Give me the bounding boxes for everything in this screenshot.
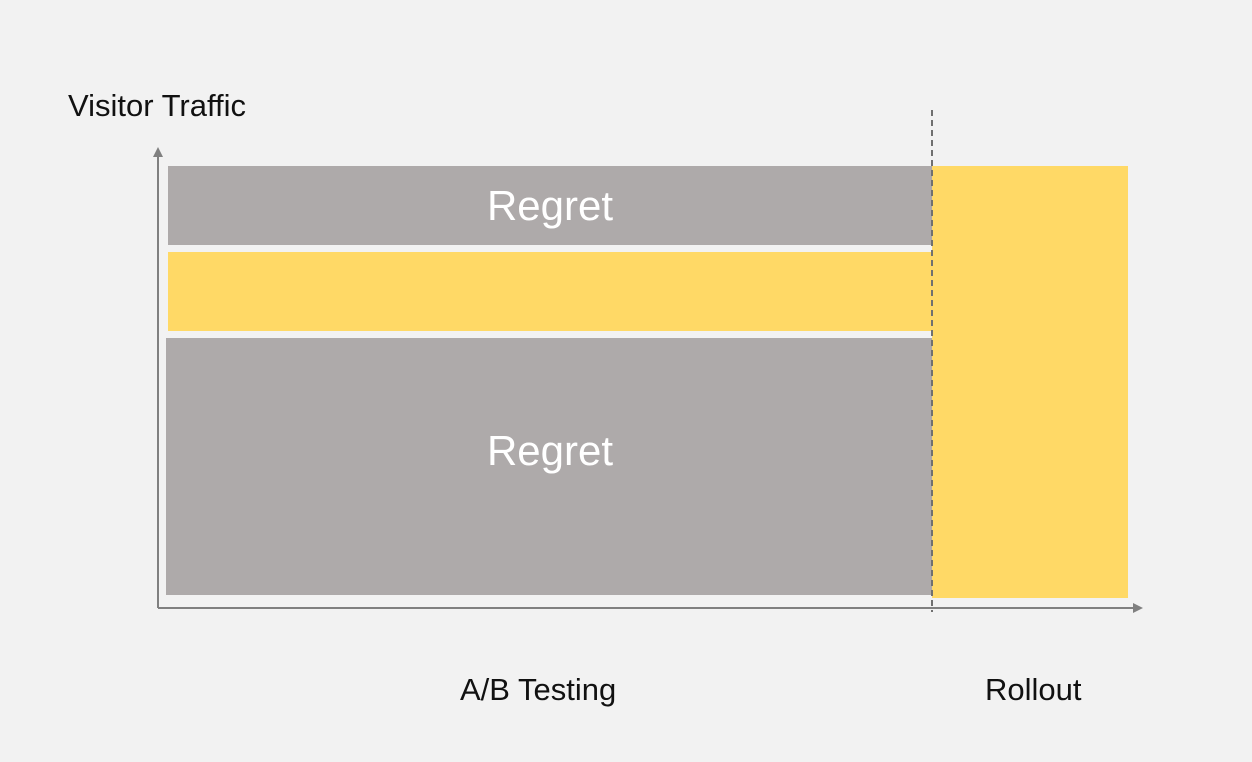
regret-label-top: Regret <box>486 182 614 229</box>
phase-label-testing: A/B Testing <box>460 672 617 707</box>
regret-band-bottom <box>166 338 932 595</box>
rollout-block <box>932 166 1128 598</box>
regret-label-bottom: Regret <box>486 427 614 474</box>
regret-band-top <box>168 166 932 245</box>
phase-label-rollout: Rollout <box>985 672 1082 707</box>
winner-band <box>168 252 932 331</box>
y-axis-label: Visitor Traffic <box>68 88 247 123</box>
